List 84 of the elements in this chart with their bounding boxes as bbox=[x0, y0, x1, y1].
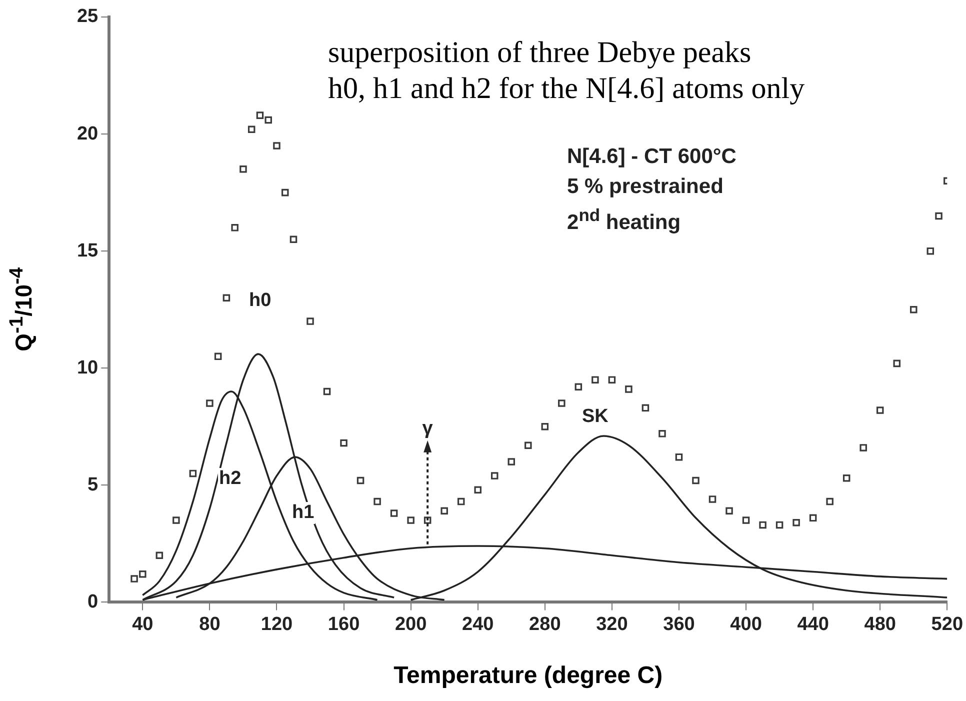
point bbox=[340, 439, 348, 447]
point bbox=[390, 510, 398, 517]
point bbox=[692, 476, 700, 484]
point bbox=[759, 521, 766, 529]
point bbox=[323, 388, 331, 396]
point bbox=[541, 423, 549, 430]
point bbox=[642, 404, 650, 412]
x-tick-label: 320 bbox=[596, 614, 628, 635]
x-tick-label: 440 bbox=[797, 614, 829, 635]
point bbox=[407, 516, 414, 524]
point bbox=[240, 166, 247, 173]
point bbox=[440, 507, 448, 515]
point bbox=[490, 472, 498, 480]
y-tick-label: 0 bbox=[88, 591, 98, 612]
point bbox=[792, 518, 800, 526]
point bbox=[524, 442, 532, 449]
annotation: 5 % prestrained bbox=[567, 175, 724, 199]
point bbox=[222, 294, 230, 302]
x-tick-label: 520 bbox=[931, 614, 963, 635]
point bbox=[248, 126, 256, 133]
point bbox=[809, 514, 817, 522]
point bbox=[708, 496, 716, 503]
x-tick-label: 360 bbox=[663, 614, 695, 635]
point bbox=[910, 306, 918, 314]
point bbox=[893, 360, 900, 368]
x-tick-label: 80 bbox=[199, 614, 220, 635]
annotation: h0 bbox=[248, 290, 272, 312]
point bbox=[256, 112, 264, 119]
point bbox=[935, 212, 942, 220]
x-tick-label: 40 bbox=[132, 614, 154, 635]
point bbox=[172, 516, 180, 524]
point bbox=[558, 400, 566, 407]
point bbox=[592, 376, 599, 384]
point bbox=[306, 318, 314, 325]
point bbox=[214, 352, 222, 360]
annotation: h2 bbox=[218, 468, 242, 490]
annotation: 2$^{nd}$ heating bbox=[567, 205, 681, 235]
x-tick-label: 480 bbox=[864, 614, 896, 635]
x-tick-label: 400 bbox=[730, 614, 762, 635]
point bbox=[625, 386, 632, 393]
x-axis-title: Temperature (degree C) bbox=[392, 662, 664, 690]
y-tick-label: 20 bbox=[76, 123, 98, 144]
point bbox=[139, 570, 146, 578]
annotation: SK bbox=[581, 406, 610, 428]
point bbox=[356, 476, 364, 484]
y-tick-label: 10 bbox=[76, 357, 98, 378]
annotation: superposition of three Debye peaks bbox=[328, 36, 752, 70]
point bbox=[574, 383, 582, 390]
point bbox=[776, 521, 784, 529]
y-tick-label: 25 bbox=[76, 6, 99, 28]
point bbox=[457, 498, 465, 506]
point bbox=[374, 498, 381, 506]
point bbox=[290, 236, 298, 244]
point bbox=[231, 224, 238, 232]
point bbox=[189, 470, 197, 478]
point bbox=[876, 406, 884, 414]
point bbox=[658, 430, 666, 438]
point bbox=[206, 400, 214, 407]
point bbox=[675, 453, 683, 461]
x-tick-label: 280 bbox=[529, 614, 561, 635]
x-tick-label: 120 bbox=[260, 614, 293, 635]
y-tick-label: 15 bbox=[76, 240, 99, 262]
point bbox=[860, 444, 867, 452]
point bbox=[264, 116, 272, 124]
annotation: γ bbox=[422, 418, 434, 440]
x-tick-label: 160 bbox=[328, 614, 360, 635]
point bbox=[608, 376, 616, 384]
annotation: N[4.6] - CT 600°C bbox=[567, 145, 736, 169]
point bbox=[508, 458, 516, 466]
annotation: h0, h1 and h2 for the N[4.6] atoms only bbox=[328, 72, 805, 106]
annotation: h1 bbox=[291, 502, 316, 524]
point bbox=[726, 507, 733, 515]
point bbox=[926, 247, 934, 255]
point bbox=[273, 142, 280, 150]
point bbox=[130, 575, 138, 582]
point bbox=[281, 188, 289, 196]
y-tick-label: 5 bbox=[88, 474, 99, 496]
point bbox=[826, 498, 834, 506]
point bbox=[474, 486, 482, 494]
x-tick-label: 240 bbox=[462, 614, 494, 635]
x-tick-label: 200 bbox=[394, 614, 427, 635]
point bbox=[156, 552, 164, 560]
point bbox=[742, 516, 750, 524]
point bbox=[842, 474, 850, 482]
